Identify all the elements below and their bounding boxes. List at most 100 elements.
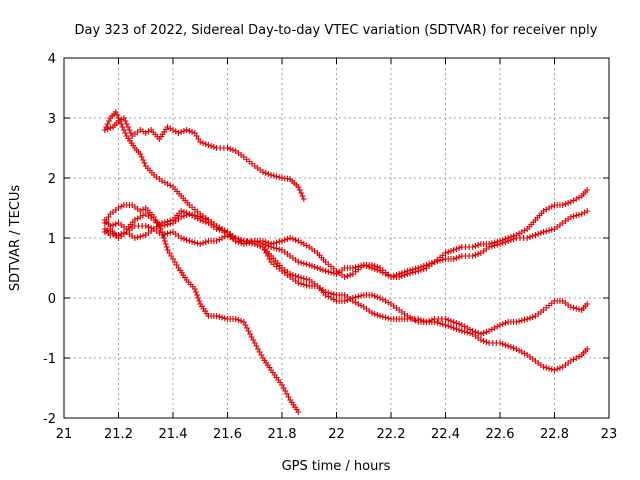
data-point	[497, 238, 503, 244]
data-point	[126, 127, 133, 133]
data-point	[232, 238, 239, 244]
data-point	[137, 233, 144, 240]
data-point	[584, 208, 591, 214]
data-point	[513, 319, 520, 325]
data-point	[303, 282, 310, 289]
data-point	[107, 125, 114, 131]
data-point	[319, 267, 326, 273]
data-point	[296, 187, 303, 193]
data-points	[101, 109, 591, 415]
data-point	[196, 298, 203, 304]
data-point	[110, 222, 117, 228]
data-point	[183, 210, 190, 216]
data-point	[469, 253, 476, 259]
data-point	[213, 226, 220, 232]
data-point	[379, 313, 386, 320]
data-point	[295, 274, 302, 280]
data-point	[192, 289, 199, 295]
data-point	[164, 218, 171, 225]
data-point	[578, 211, 585, 217]
data-point	[450, 325, 457, 331]
data-point	[205, 142, 212, 148]
data-point	[202, 219, 209, 225]
data-point	[186, 128, 193, 134]
data-point	[486, 241, 493, 247]
data-point	[385, 299, 392, 306]
data-point	[358, 302, 365, 309]
data-point	[180, 236, 187, 242]
data-point	[521, 316, 528, 323]
data-point	[300, 281, 307, 288]
data-point	[477, 331, 484, 337]
data-point	[567, 214, 574, 220]
data-point	[115, 115, 122, 121]
x-tick-label: 22.2	[377, 427, 406, 442]
data-point	[415, 316, 422, 322]
data-point	[401, 272, 408, 278]
data-point	[208, 143, 215, 149]
data-point	[447, 324, 454, 330]
data-point	[461, 328, 468, 335]
data-point	[193, 292, 200, 298]
data-point	[299, 193, 306, 199]
data-point	[420, 266, 427, 272]
data-point	[122, 118, 129, 124]
data-point	[507, 234, 514, 240]
data-point	[355, 293, 362, 300]
y-tick-label: 4	[48, 52, 56, 67]
data-point	[529, 314, 536, 320]
data-point	[279, 238, 285, 244]
data-point	[450, 256, 457, 262]
data-point	[287, 235, 294, 241]
data-point	[235, 239, 242, 245]
data-point	[221, 315, 228, 322]
data-point	[238, 318, 245, 324]
data-point	[183, 127, 190, 133]
data-point	[494, 323, 501, 330]
data-point	[567, 304, 574, 310]
data-point	[140, 206, 147, 213]
series-track-1	[101, 115, 307, 202]
data-point	[216, 226, 223, 233]
data-point	[112, 221, 119, 227]
data-point	[273, 245, 280, 252]
data-point	[486, 328, 493, 334]
data-point	[322, 289, 329, 295]
data-point	[540, 229, 547, 235]
data-point	[570, 213, 577, 220]
data-point	[521, 350, 528, 357]
data-point	[101, 127, 108, 133]
data-point	[507, 344, 514, 350]
data-point	[164, 230, 171, 237]
data-point	[161, 231, 168, 238]
data-point	[417, 267, 424, 273]
data-point	[344, 273, 351, 279]
data-point	[475, 242, 482, 248]
data-point	[197, 139, 204, 145]
data-point	[145, 128, 152, 135]
data-point	[276, 238, 283, 245]
data-point	[556, 365, 563, 371]
data-point	[240, 241, 247, 247]
data-point	[349, 265, 356, 271]
data-point	[123, 121, 130, 127]
data-point	[219, 314, 226, 321]
data-point	[456, 321, 463, 327]
data-point	[352, 294, 359, 301]
data-point	[510, 233, 517, 239]
data-point	[581, 209, 588, 216]
data-point	[300, 260, 307, 267]
y-tick-label: 3	[48, 112, 56, 127]
y-tick-label: 0	[48, 292, 56, 307]
data-point	[134, 234, 141, 241]
data-point	[178, 208, 185, 214]
data-point	[513, 232, 520, 238]
data-point	[450, 319, 457, 325]
x-axis-label: GPS time / hours	[282, 459, 391, 474]
data-point	[385, 315, 392, 322]
data-point	[464, 329, 471, 336]
data-point	[562, 201, 569, 207]
y-tick-label: 2	[48, 172, 56, 187]
data-point	[467, 330, 474, 337]
data-point	[554, 366, 561, 372]
